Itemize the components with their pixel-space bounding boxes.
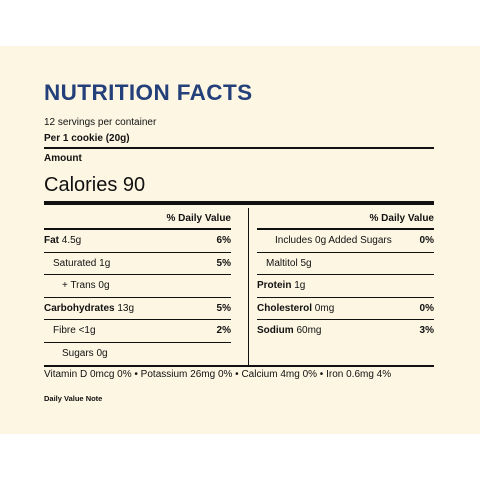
- daily-value-header: % Daily Value: [257, 208, 434, 230]
- nutrient-row: Fat 4.5g 6%: [44, 230, 231, 253]
- rule-calories: [44, 201, 434, 205]
- nutrient-name: Includes 0g Added Sugars: [275, 235, 392, 246]
- vitamins-minerals: Vitamin D 0mcg 0% • Potassium 26mg 0% • …: [44, 369, 392, 380]
- nutrient-amount: 60mg: [296, 325, 322, 336]
- nutrient-daily-value: 6%: [216, 235, 231, 246]
- nutrient-row: Protein 1g: [257, 275, 434, 298]
- nutrient-label: Fibre <1g: [44, 320, 96, 342]
- nutrient-row: Sodium 60mg 3%: [257, 320, 434, 343]
- amount-label: Amount: [44, 153, 82, 164]
- nutrient-label: Saturated 1g: [44, 253, 110, 275]
- nutrient-column-left: % Daily Value Fat 4.5g 6% Saturated 1g 5% + …: [44, 208, 239, 365]
- nutrient-row: Cholesterol 0mg 0%: [257, 298, 434, 320]
- nutrient-amount: 1g: [99, 257, 111, 269]
- label-title: NUTRITION FACTS: [44, 80, 253, 105]
- nutrient-row: Sugars 0g: [44, 343, 231, 366]
- nutrient-daily-value: 5%: [216, 302, 231, 314]
- nutrient-label: Carbohydrates 13g: [44, 298, 134, 320]
- daily-value-note: Daily Value Note: [44, 394, 103, 403]
- nutrient-row: + Trans 0g: [44, 275, 231, 298]
- nutrient-row: Saturated 1g 5%: [44, 253, 231, 275]
- nutrient-name: Saturated: [53, 257, 97, 269]
- nutrient-row: Maltitol 5g: [257, 253, 434, 275]
- nutrient-daily-value: 0%: [419, 235, 434, 246]
- nutrient-amount: <1g: [78, 325, 96, 336]
- nutrient-name: Maltitol: [266, 257, 298, 269]
- nutrient-name: Fat: [44, 235, 59, 246]
- nutrient-label: Fat 4.5g: [44, 230, 81, 252]
- nutrient-name: Sodium: [257, 325, 294, 336]
- nutrient-amount: 0g: [98, 280, 110, 291]
- nutrient-name: Carbohydrates: [44, 302, 115, 314]
- nutrient-name: Protein: [257, 280, 292, 291]
- nutrient-daily-value: 0%: [419, 302, 434, 314]
- nutrient-amount: 13g: [117, 302, 135, 314]
- nutrient-label: Includes 0g Added Sugars: [257, 230, 392, 252]
- nutrient-name: + Trans: [62, 280, 96, 291]
- nutrient-label: Cholesterol 0mg: [257, 298, 334, 320]
- nutrient-daily-value: 2%: [216, 325, 231, 336]
- nutrient-column-right: % Daily Value Includes 0g Added Sugars 0%…: [248, 208, 434, 365]
- nutrient-daily-value: 5%: [216, 257, 231, 269]
- nutrient-name: Fibre: [53, 325, 76, 336]
- nutrient-label: Maltitol 5g: [257, 253, 312, 275]
- nutrient-amount: 5g: [300, 257, 312, 269]
- nutrient-amount: 0mg: [314, 302, 335, 314]
- nutrient-label: Protein 1g: [257, 275, 305, 297]
- calories: Calories 90: [44, 174, 146, 196]
- rule-serving: [44, 147, 434, 149]
- servings-per-container: 12 servings per container: [44, 117, 157, 128]
- nutrient-name: Sugars: [62, 347, 94, 359]
- nutrient-row: Fibre <1g 2%: [44, 320, 231, 343]
- nutrient-label: Sugars 0g: [44, 343, 108, 366]
- nutrient-name: Cholesterol: [257, 302, 313, 314]
- nutrient-amount: 4.5g: [61, 235, 82, 246]
- nutrient-row: Includes 0g Added Sugars 0%: [257, 230, 434, 253]
- nutrient-amount: 1g: [294, 280, 306, 291]
- nutrient-columns: % Daily Value Fat 4.5g 6% Saturated 1g 5% + …: [44, 208, 434, 367]
- nutrient-row: Carbohydrates 13g 5%: [44, 298, 231, 320]
- nutrition-panel: NUTRITION FACTS 12 servings per containe…: [0, 46, 480, 434]
- nutrient-label: Sodium 60mg: [257, 320, 321, 343]
- nutrient-amount: 0g: [96, 347, 108, 359]
- daily-value-header: % Daily Value: [44, 208, 231, 230]
- serving-size: Per 1 cookie (20g): [44, 133, 130, 144]
- nutrient-daily-value: 3%: [419, 325, 434, 336]
- nutrient-label: + Trans 0g: [44, 275, 110, 297]
